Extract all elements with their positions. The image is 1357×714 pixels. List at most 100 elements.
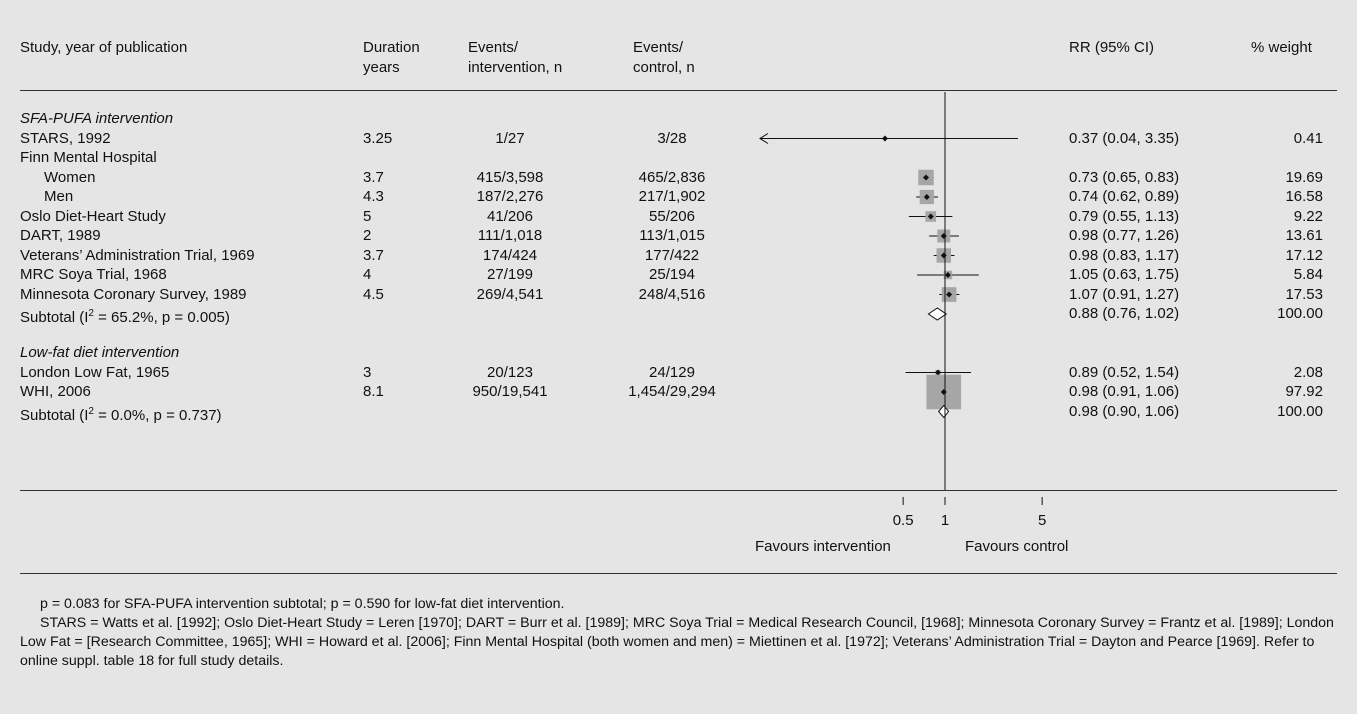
weight-cell: 97.92 bbox=[1285, 383, 1323, 400]
rr-ci-cell: 0.89 (0.52, 1.54) bbox=[1069, 363, 1180, 381]
group-heading: Low-fat diet intervention bbox=[20, 344, 180, 361]
header-events-control-1: Events/ bbox=[633, 39, 684, 56]
events-intervention-cell: 174/424 bbox=[482, 246, 538, 264]
duration-cell: 8.1 bbox=[363, 383, 384, 400]
subtotal-weight-cell: 100.00 bbox=[1277, 402, 1323, 420]
favours-right-label: Favours control bbox=[965, 538, 1069, 555]
weight-cell: 0.41 bbox=[1293, 129, 1323, 147]
study-label: STARS, 1992 bbox=[20, 129, 111, 147]
study-label: Women bbox=[44, 168, 96, 186]
duration-cell: 3.7 bbox=[363, 246, 384, 264]
weight-cell: 17.53 bbox=[1285, 285, 1323, 303]
study-label: Minnesota Coronary Survey, 1989 bbox=[20, 285, 247, 303]
rr-ci-cell: 0.73 (0.65, 0.83) bbox=[1069, 168, 1180, 186]
subtotal-label-pre: Subtotal (I bbox=[20, 406, 89, 424]
duration-cell: 3.25 bbox=[363, 129, 393, 147]
header-events-intervention-2: intervention, n bbox=[468, 59, 563, 76]
events-intervention-cell: 950/19,541 bbox=[472, 383, 548, 400]
events-intervention-cell: 20/123 bbox=[487, 363, 533, 381]
x-tick-label: 0.5 bbox=[893, 512, 914, 529]
duration-cell: 3.7 bbox=[363, 168, 384, 186]
header-events-control-2: control, n bbox=[633, 59, 695, 76]
duration-cell: 3 bbox=[363, 363, 372, 381]
duration-cell: 4.3 bbox=[363, 188, 384, 205]
rr-ci-cell: 1.07 (0.91, 1.27) bbox=[1069, 285, 1180, 303]
events-control-cell: 1,454/29,294 bbox=[628, 383, 716, 400]
favours-left-label: Favours intervention bbox=[755, 538, 891, 555]
header-rule bbox=[20, 90, 1337, 91]
rr-ci-cell: 0.37 (0.04, 3.35) bbox=[1069, 129, 1180, 147]
events-intervention-cell: 41/206 bbox=[487, 207, 533, 225]
events-intervention-cell: 27/199 bbox=[487, 266, 533, 283]
subtotal-label: Subtotal (I2 = 0.0%, p = 0.737) bbox=[20, 403, 222, 425]
rr-ci-cell: 0.74 (0.62, 0.89) bbox=[1069, 188, 1180, 205]
point-estimate bbox=[927, 213, 934, 220]
ci-truncation-arrow bbox=[759, 133, 769, 144]
weight-cell: 17.12 bbox=[1285, 246, 1323, 264]
study-label: MRC Soya Trial, 1968 bbox=[20, 266, 167, 283]
x-tick-label: 5 bbox=[1038, 512, 1046, 529]
rr-ci-cell: 1.05 (0.63, 1.75) bbox=[1069, 266, 1180, 283]
study-label: WHI, 2006 bbox=[20, 383, 91, 400]
events-intervention-cell: 1/27 bbox=[495, 129, 525, 147]
events-control-cell: 24/129 bbox=[649, 363, 695, 381]
point-estimate bbox=[923, 174, 930, 181]
header-study: Study, year of publication bbox=[20, 39, 188, 56]
events-intervention-cell: 111/1,018 bbox=[477, 227, 543, 244]
study-label: Oslo Diet-Heart Study bbox=[20, 207, 166, 225]
subtotal-diamond bbox=[937, 404, 950, 419]
events-control-cell: 465/2,836 bbox=[638, 168, 706, 186]
group-heading: SFA-PUFA intervention bbox=[20, 110, 174, 127]
subtotal-label-post: = 0.0%, p = 0.737) bbox=[93, 406, 222, 424]
point-estimate bbox=[934, 369, 941, 376]
study-label: Men bbox=[44, 188, 74, 205]
point-estimate bbox=[944, 272, 951, 278]
point-estimate bbox=[881, 135, 888, 142]
subtotal-label: Subtotal (I2 = 65.2%, p = 0.005) bbox=[20, 305, 230, 327]
events-control-cell: 177/422 bbox=[644, 246, 700, 264]
duration-cell: 4 bbox=[363, 266, 372, 283]
subtotal-rr-ci-cell: 0.88 (0.76, 1.02) bbox=[1069, 305, 1180, 322]
weight-cell: 19.69 bbox=[1285, 168, 1323, 186]
point-estimate bbox=[923, 194, 930, 200]
study-label: DART, 1989 bbox=[20, 227, 101, 244]
events-control-cell: 248/4,516 bbox=[638, 285, 706, 303]
header-events-intervention-1: Events/ bbox=[468, 39, 519, 56]
header-duration-2: years bbox=[363, 59, 400, 76]
study-subheading: Finn Mental Hospital bbox=[20, 149, 157, 166]
table-bottom-rule bbox=[20, 490, 1337, 491]
weight-cell: 13.61 bbox=[1285, 227, 1323, 244]
subtotal-diamond bbox=[927, 307, 948, 321]
study-label: Veterans’ Administration Trial, 1969 bbox=[20, 246, 255, 264]
events-intervention-cell: 187/2,276 bbox=[476, 188, 544, 205]
weight-cell: 5.84 bbox=[1293, 266, 1323, 283]
events-intervention-cell: 269/4,541 bbox=[476, 285, 544, 303]
footnote: p = 0.083 for SFA-PUFA intervention subt… bbox=[20, 595, 1340, 671]
weight-cell: 2.08 bbox=[1293, 363, 1323, 381]
events-control-cell: 3/28 bbox=[657, 129, 687, 147]
duration-cell: 2 bbox=[363, 227, 372, 244]
rr-ci-cell: 0.98 (0.77, 1.26) bbox=[1069, 227, 1180, 244]
subtotal-weight-cell: 100.00 bbox=[1277, 305, 1323, 322]
rr-ci-cell: 0.98 (0.83, 1.17) bbox=[1069, 246, 1180, 264]
events-intervention-cell: 415/3,598 bbox=[476, 168, 544, 186]
header-rr: RR (95% CI) bbox=[1069, 39, 1155, 56]
events-control-cell: 217/1,902 bbox=[638, 188, 706, 205]
subtotal-label-sup: 2 bbox=[88, 308, 94, 319]
point-estimate bbox=[946, 291, 953, 298]
subtotal-label-sup: 2 bbox=[88, 405, 94, 417]
x-tick-label: 1 bbox=[941, 512, 949, 529]
weight-cell: 9.22 bbox=[1293, 207, 1323, 225]
duration-cell: 4.5 bbox=[363, 285, 384, 303]
rr-ci-cell: 0.79 (0.55, 1.13) bbox=[1069, 207, 1180, 225]
weight-cell: 16.58 bbox=[1285, 188, 1323, 205]
events-control-cell: 55/206 bbox=[649, 207, 695, 225]
rr-ci-cell: 0.98 (0.91, 1.06) bbox=[1069, 383, 1180, 400]
footnote-line-1: p = 0.083 for SFA-PUFA intervention subt… bbox=[40, 596, 565, 612]
study-label: London Low Fat, 1965 bbox=[20, 363, 170, 381]
events-control-cell: 113/1,015 bbox=[639, 227, 705, 244]
header-weight: % weight bbox=[1251, 39, 1312, 56]
subtotal-rr-ci-cell: 0.98 (0.90, 1.06) bbox=[1069, 402, 1180, 420]
subtotal-label-pre: Subtotal (I bbox=[20, 309, 89, 326]
